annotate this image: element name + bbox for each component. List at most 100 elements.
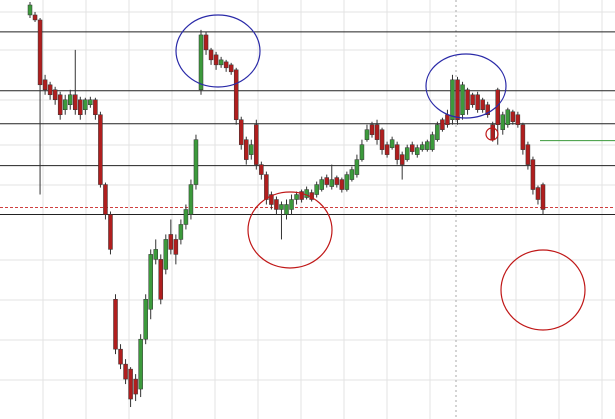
candle-body <box>143 299 148 340</box>
candle-body <box>284 204 289 215</box>
candle-body <box>213 54 219 66</box>
candle-body <box>244 139 249 160</box>
candle-body <box>73 94 78 110</box>
candle-body <box>505 109 511 125</box>
candle-body <box>198 34 204 91</box>
candle-body <box>314 184 319 195</box>
candle-body <box>108 214 113 250</box>
candle-body <box>324 177 329 185</box>
candle-body <box>535 187 541 200</box>
candle-body <box>133 378 138 395</box>
candle-body <box>52 89 58 101</box>
candle-body <box>203 34 209 51</box>
candle-body <box>279 204 284 210</box>
candle-body <box>93 99 98 115</box>
candle-body <box>138 338 143 390</box>
candle-body <box>254 124 259 165</box>
candle-body <box>42 79 48 91</box>
candle-body <box>530 159 536 190</box>
candle-body <box>515 114 521 125</box>
candle-body <box>274 199 279 210</box>
candle-body <box>299 191 304 200</box>
candle-body <box>62 99 68 110</box>
candle-body <box>399 154 405 165</box>
candle-body <box>27 4 33 16</box>
candle-body <box>178 224 184 240</box>
candle-body <box>540 184 546 210</box>
candle-body <box>510 111 516 122</box>
candle-body <box>475 94 480 110</box>
candle-body <box>67 94 73 106</box>
candle-body <box>450 79 455 120</box>
candle-body <box>344 174 350 190</box>
candles <box>27 1 546 408</box>
candle-body <box>525 144 531 165</box>
candle-body <box>188 184 194 215</box>
candle-body <box>128 368 133 400</box>
candle-body <box>329 179 335 187</box>
candle-body <box>123 363 128 380</box>
candle-body <box>500 114 506 130</box>
candle-body <box>430 134 435 150</box>
candle-body <box>98 114 103 185</box>
annotation-ellipse <box>247 191 333 269</box>
annotation-ellipse <box>425 53 507 119</box>
candle-body <box>168 234 174 250</box>
candle-body <box>440 119 445 130</box>
candle-body <box>319 179 324 190</box>
candle-body <box>47 84 53 96</box>
candle-body <box>37 19 43 86</box>
candle-body <box>465 89 470 110</box>
candle-body <box>233 69 239 120</box>
candle-body <box>480 99 485 110</box>
candle-body <box>88 99 93 105</box>
candle-body <box>520 124 526 150</box>
candle-body <box>389 139 395 148</box>
candle-body <box>183 209 189 225</box>
candle-body <box>379 129 385 150</box>
candle-body <box>339 179 345 190</box>
candle-body <box>173 239 179 255</box>
candle-body <box>304 189 309 198</box>
candle-body <box>369 124 375 135</box>
candle-body <box>394 144 400 160</box>
candle-body <box>208 49 214 61</box>
candle-body <box>404 147 410 160</box>
candle-body <box>249 144 254 155</box>
candle-body <box>153 249 158 260</box>
candle-body <box>264 174 269 200</box>
candle-body <box>118 348 123 365</box>
candle-body <box>470 94 475 106</box>
candle-body <box>354 159 360 175</box>
candle-body <box>259 164 264 175</box>
candle-body <box>193 139 199 185</box>
annotation-ellipse <box>500 249 586 331</box>
annotation-ellipse <box>175 14 261 88</box>
candle-body <box>455 79 460 120</box>
candle-body <box>420 144 425 150</box>
candle-body <box>158 259 164 300</box>
candle-body <box>409 144 415 152</box>
candle-body <box>289 199 294 210</box>
candle-body <box>83 99 88 110</box>
candle-body <box>103 184 108 215</box>
candle-body <box>78 99 83 115</box>
candle-body <box>460 84 465 115</box>
candle-body <box>228 64 234 73</box>
candle-body <box>238 119 244 145</box>
candle-body <box>485 104 490 115</box>
candle-body <box>223 61 229 69</box>
annotations <box>175 14 586 331</box>
candle-body <box>334 177 340 185</box>
candle-body <box>384 144 390 155</box>
candle-body <box>32 14 38 21</box>
candle-body <box>218 59 224 66</box>
candle-body <box>359 144 365 160</box>
candle-body <box>435 124 440 140</box>
candle-body <box>490 124 495 140</box>
candle-body <box>163 239 169 270</box>
candle-body <box>364 129 370 140</box>
